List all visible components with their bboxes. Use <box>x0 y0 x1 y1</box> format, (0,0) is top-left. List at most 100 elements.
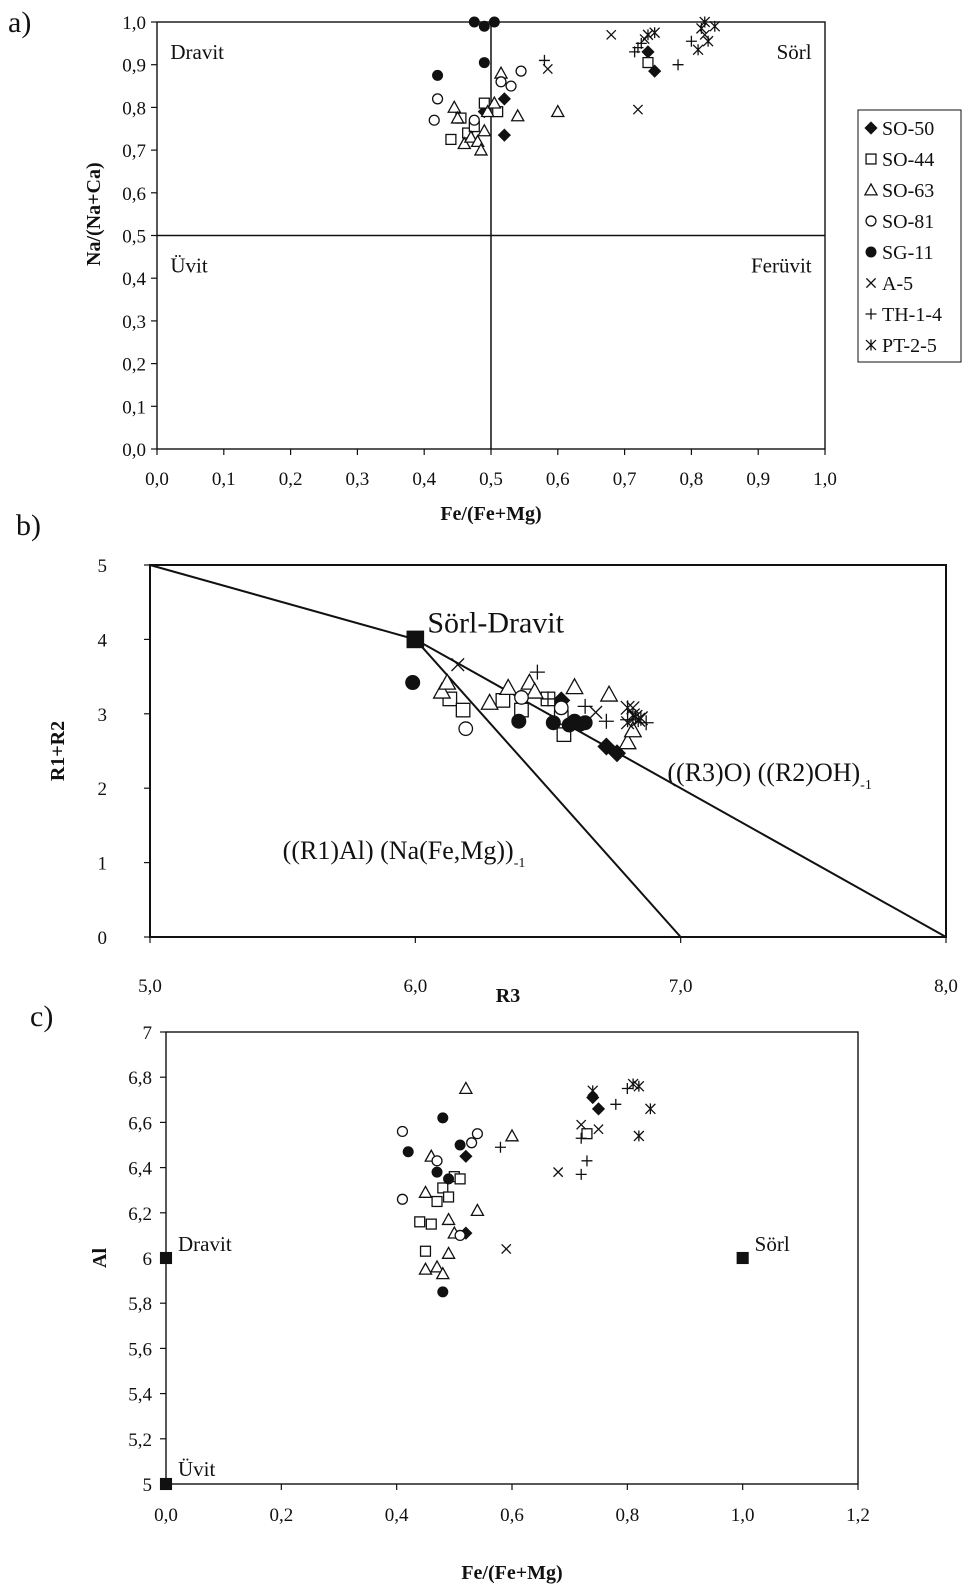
data-point <box>599 684 619 702</box>
y-tick-label: 0,6 <box>122 184 146 205</box>
x-tick-label: 7,0 <box>669 976 693 997</box>
data-point <box>466 1137 478 1149</box>
data-point <box>632 104 644 115</box>
data-point <box>425 1218 437 1230</box>
x-tick-label: 0,2 <box>269 1505 293 1526</box>
x-tick-label: 0,0 <box>154 1505 178 1526</box>
series-pt-2-5 <box>587 1078 656 1142</box>
data-point <box>633 710 649 726</box>
y-axis-title: Al <box>89 1248 111 1268</box>
annotation-subscript: -1 <box>514 856 526 871</box>
data-point <box>514 690 529 705</box>
data-point <box>418 1185 433 1198</box>
series-sg-11 <box>405 675 593 733</box>
x-tick-label: 0,4 <box>412 469 436 490</box>
series-so-50 <box>477 45 662 142</box>
x-tick-label: 0,4 <box>385 1505 409 1526</box>
reaction-annotation: ((R1)Al) (Na(Fe,Mg))-1 <box>283 836 526 871</box>
data-point <box>495 693 511 708</box>
legend-entry: SG-11 <box>882 242 933 264</box>
y-tick-label: 6,6 <box>128 1113 152 1134</box>
y-tick-label: 0 <box>98 928 108 949</box>
data-point <box>396 1125 409 1138</box>
data-point <box>495 76 507 88</box>
data-point <box>431 1155 443 1167</box>
data-point <box>510 108 525 122</box>
panel-label: b) <box>16 509 41 542</box>
data-point <box>488 16 500 28</box>
y-tick-label: 0,4 <box>122 269 146 290</box>
data-point <box>473 142 489 156</box>
x-tick-label: 0,9 <box>746 469 770 490</box>
legend-marker <box>864 121 878 135</box>
data-point <box>515 65 527 77</box>
y-tick-label: 6,2 <box>128 1204 152 1225</box>
series-th-1-4 <box>538 35 697 71</box>
data-point <box>437 1112 449 1124</box>
data-point <box>685 35 697 47</box>
series-so-63 <box>447 65 565 156</box>
data-point <box>642 56 654 69</box>
data-point <box>418 1261 433 1275</box>
y-axis-title: R1+R2 <box>47 721 69 781</box>
annotation-subscript: -1 <box>860 778 872 793</box>
data-point <box>435 1266 450 1280</box>
x-tick-label: 0,6 <box>500 1505 524 1526</box>
data-point <box>553 1167 564 1178</box>
data-point <box>458 1081 474 1094</box>
data-point <box>606 29 617 40</box>
data-point <box>454 1173 466 1185</box>
legend-box <box>857 109 962 363</box>
data-point <box>414 1216 426 1228</box>
legend: SO-50 SO-44 SO-63 SO-81 SG-11 A-5 TH-1-4 PT-2-5 <box>857 109 962 363</box>
data-point <box>501 1243 512 1255</box>
data-point <box>641 45 655 59</box>
data-point <box>498 678 518 696</box>
data-point <box>437 672 457 690</box>
data-point <box>591 1102 606 1116</box>
data-point <box>480 104 495 118</box>
endmember-marker <box>159 1477 173 1491</box>
data-point <box>504 1128 520 1142</box>
endmember-label: Üvit <box>178 1457 216 1481</box>
series-a-5 <box>501 1119 604 1255</box>
data-point <box>402 1146 414 1158</box>
y-axis-title: Na/(Na+Ca) <box>83 162 105 266</box>
data-point <box>478 57 490 69</box>
data-point <box>633 1130 645 1142</box>
y-tick-label: 0,2 <box>122 355 146 376</box>
x-axis-title: Fe/(Fe+Mg) <box>461 1562 562 1584</box>
data-point <box>432 69 444 81</box>
series-sg-11 <box>432 16 500 81</box>
data-point <box>626 701 640 715</box>
y-tick-label: 5,2 <box>128 1430 152 1451</box>
data-point <box>443 1173 455 1185</box>
data-point <box>468 114 480 126</box>
legend-marker <box>865 153 877 165</box>
legend-entry: TH-1-4 <box>882 304 942 326</box>
legend-entry: SO-81 <box>882 211 934 233</box>
legend-marker <box>863 182 879 196</box>
data-point <box>550 104 565 118</box>
series-so-81 <box>458 690 569 737</box>
data-point <box>545 715 561 731</box>
legend-entry: SO-63 <box>882 180 934 202</box>
data-point <box>477 123 492 137</box>
reference-line <box>414 638 682 938</box>
data-point <box>459 1149 473 1163</box>
annotation-text: ((R3)O) ((R2)OH) <box>667 758 860 787</box>
y-tick-label: 5 <box>143 1475 153 1496</box>
data-point <box>672 59 684 71</box>
chart-panel-c: c) 0,0 0,2 0,4 0,6 0,8 1,0 1,2 5 5,2 5,4 5,6 5,8 6 6,2… <box>30 1000 870 1584</box>
data-point <box>577 715 593 731</box>
data-point <box>620 700 635 716</box>
series-th-1-4 <box>494 1083 633 1180</box>
y-tick-label: 5 <box>98 556 108 577</box>
data-point <box>478 20 490 32</box>
panel-label: c) <box>30 1000 53 1033</box>
data-point <box>447 100 462 113</box>
data-point <box>487 95 502 109</box>
legend-entry: A-5 <box>882 273 913 295</box>
data-point <box>581 1155 593 1167</box>
data-point <box>538 54 550 66</box>
